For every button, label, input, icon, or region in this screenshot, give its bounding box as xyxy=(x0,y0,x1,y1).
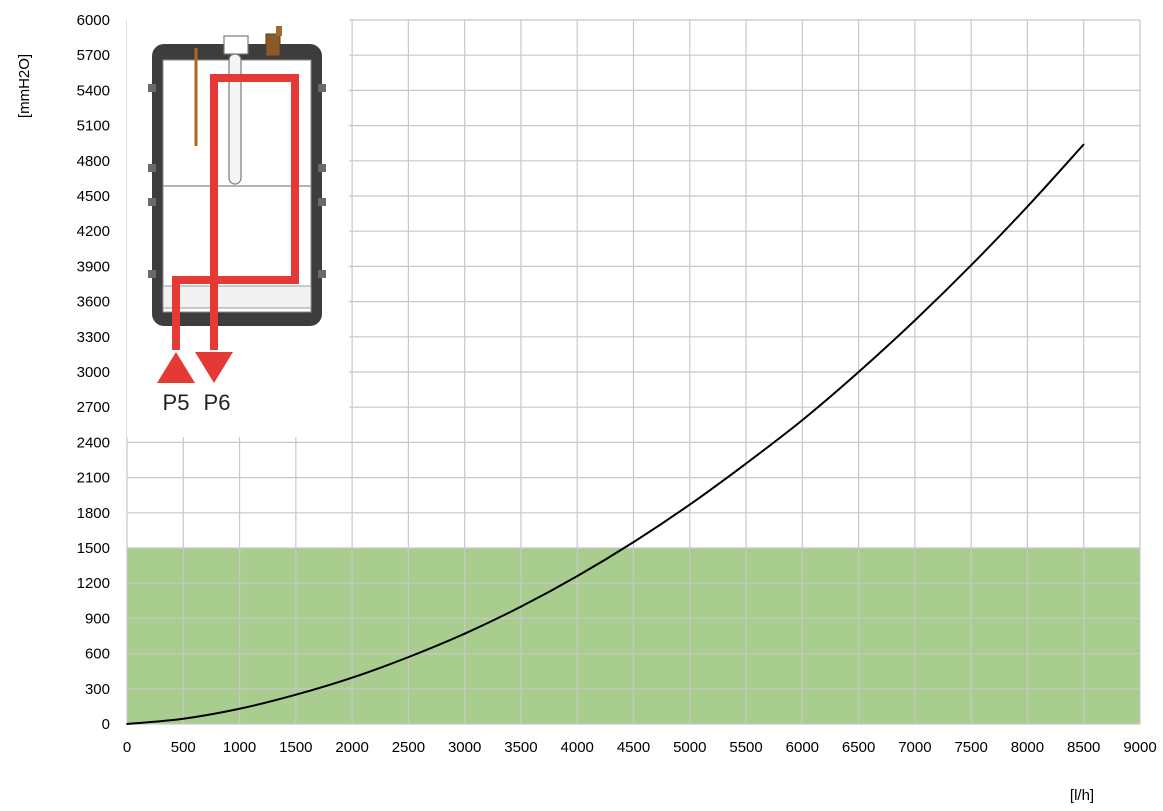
air-vent-cap xyxy=(276,26,282,36)
x-tick-label-6: 3000 xyxy=(448,739,481,756)
flow-path-p5 xyxy=(172,74,299,350)
heater-probe xyxy=(228,53,242,185)
x-tick-label-0: 0 xyxy=(123,739,131,756)
y-tick-label-0: 0 xyxy=(102,716,110,733)
series-point-0-1 xyxy=(182,717,185,720)
x-tick-label-12: 6000 xyxy=(786,739,819,756)
y-axis-label: [mmH2O] xyxy=(16,54,33,118)
x-tick-label-5: 2500 xyxy=(392,739,425,756)
y-tick-label-3: 900 xyxy=(85,610,110,627)
x-tick-label-4: 2000 xyxy=(335,739,368,756)
y-tick-label-15: 4500 xyxy=(77,188,110,205)
x-tick-label-9: 4500 xyxy=(617,739,650,756)
series-point-0-9 xyxy=(632,541,635,543)
series-point-0-0 xyxy=(126,723,128,725)
y-tick-label-7: 2100 xyxy=(77,470,110,487)
series-layer xyxy=(126,143,1085,725)
y-tick-label-6: 1800 xyxy=(77,505,110,522)
air-vent-valve xyxy=(265,33,281,57)
series-point-0-6 xyxy=(463,632,466,635)
series-point-0-10 xyxy=(688,503,691,506)
top-connector xyxy=(223,35,249,55)
x-tick-label-2: 1000 xyxy=(223,739,256,756)
series-point-0-7 xyxy=(520,605,522,608)
series-point-0-3 xyxy=(295,693,297,696)
series-point-0-4 xyxy=(351,676,353,679)
tank-bottom-band xyxy=(162,285,312,309)
y-tick-label-9: 2700 xyxy=(77,399,110,416)
x-tick-label-13: 6500 xyxy=(842,739,875,756)
y-tick-label-5: 1500 xyxy=(77,540,110,557)
y-tick-label-8: 2400 xyxy=(77,434,110,451)
y-tick-label-18: 5400 xyxy=(77,82,110,99)
p6-outlet-arrow-icon xyxy=(195,352,233,383)
x-tick-label-3: 1500 xyxy=(279,739,312,756)
y-tick-label-14: 4200 xyxy=(77,223,110,240)
x-tick-label-18: 9000 xyxy=(1123,739,1156,756)
side-fittings xyxy=(148,84,326,278)
series-point-0-11 xyxy=(745,462,747,465)
series-point-0-8 xyxy=(576,575,579,577)
y-tick-label-13: 3900 xyxy=(77,258,110,275)
port-label-p5: P5 xyxy=(163,390,190,415)
series-point-0-16 xyxy=(1026,205,1029,208)
y-tick-label-4: 1200 xyxy=(77,575,110,592)
y-tick-label-12: 3600 xyxy=(77,294,110,311)
x-tick-label-11: 5500 xyxy=(729,739,762,756)
x-axis-label: [l/h] xyxy=(1070,787,1094,804)
tank-inset-diagram: P5 P6 xyxy=(127,17,349,437)
y-tick-label-2: 600 xyxy=(85,646,110,663)
series-point-0-15 xyxy=(970,264,972,267)
x-tick-label-10: 5000 xyxy=(673,739,706,756)
series-point-0-17 xyxy=(1082,143,1085,146)
series-point-0-5 xyxy=(407,656,410,658)
x-tick-label-1: 500 xyxy=(171,739,196,756)
x-tick-label-17: 8500 xyxy=(1067,739,1100,756)
y-tick-label-17: 5100 xyxy=(77,118,110,135)
series-point-0-2 xyxy=(238,707,241,710)
axis-layer: 0 500 1000 1500 2000 2500 3000 3500 4000 4500 5000… xyxy=(77,12,1157,756)
series-point-0-12 xyxy=(801,419,804,421)
series-point-0-13 xyxy=(857,371,860,373)
x-tick-label-14: 7000 xyxy=(898,739,931,756)
x-tick-label-15: 7500 xyxy=(954,739,987,756)
y-tick-label-16: 4800 xyxy=(77,153,110,170)
y-tick-label-19: 5700 xyxy=(77,47,110,64)
y-tick-label-20: 6000 xyxy=(77,12,110,29)
port-label-p6: P6 xyxy=(204,390,231,415)
x-tick-label-16: 8000 xyxy=(1011,739,1044,756)
series-point-0-14 xyxy=(914,319,916,322)
y-tick-label-10: 3000 xyxy=(77,364,110,381)
x-tick-label-7: 3500 xyxy=(504,739,537,756)
p5-inlet-arrow-icon xyxy=(157,352,195,383)
x-tick-label-8: 4000 xyxy=(561,739,594,756)
y-tick-label-11: 3300 xyxy=(77,329,110,346)
y-tick-label-1: 300 xyxy=(85,681,110,698)
